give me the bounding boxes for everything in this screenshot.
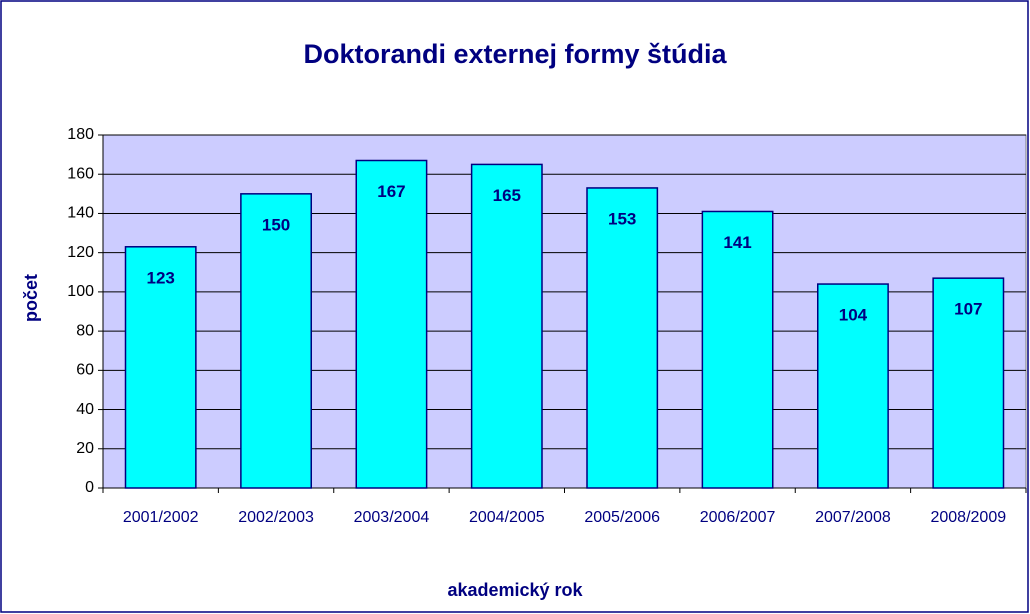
y-tick-label: 180 bbox=[67, 126, 94, 143]
data-label: 150 bbox=[262, 215, 290, 234]
y-tick-label: 0 bbox=[85, 479, 94, 496]
y-tick-label: 60 bbox=[76, 362, 94, 379]
y-tick-label: 100 bbox=[67, 283, 94, 300]
data-label: 153 bbox=[608, 209, 636, 228]
chart-title: Doktorandi externej formy štúdia bbox=[303, 39, 727, 69]
y-axis-title: počet bbox=[21, 274, 41, 322]
x-tick-label: 2005/2006 bbox=[584, 509, 660, 526]
data-label: 141 bbox=[723, 233, 751, 252]
bar bbox=[701, 210, 774, 489]
y-tick-label: 140 bbox=[67, 205, 94, 222]
x-tick-label: 2008/2009 bbox=[930, 509, 1006, 526]
x-tick-label: 2006/2007 bbox=[700, 509, 776, 526]
y-tick-label: 40 bbox=[76, 401, 94, 418]
data-label: 165 bbox=[493, 186, 521, 205]
bar bbox=[470, 163, 543, 489]
y-tick-label: 20 bbox=[76, 440, 94, 457]
bar bbox=[816, 283, 889, 489]
x-axis-title: akademický rok bbox=[447, 580, 583, 600]
bar bbox=[932, 277, 1005, 489]
data-label: 104 bbox=[839, 306, 868, 325]
data-label: 167 bbox=[377, 182, 405, 201]
bar bbox=[355, 159, 428, 489]
bar bbox=[240, 193, 313, 489]
x-tick-label: 2001/2002 bbox=[123, 509, 199, 526]
data-label: 123 bbox=[147, 268, 175, 287]
y-tick-label: 80 bbox=[76, 322, 94, 339]
x-tick-label: 2007/2008 bbox=[815, 509, 891, 526]
x-tick-label: 2002/2003 bbox=[238, 509, 314, 526]
y-tick-label: 160 bbox=[67, 165, 94, 182]
bar bbox=[124, 246, 197, 489]
x-tick-label: 2004/2005 bbox=[469, 509, 545, 526]
x-tick-label: 2003/2004 bbox=[354, 509, 430, 526]
y-tick-label: 120 bbox=[67, 244, 94, 261]
data-label: 107 bbox=[954, 300, 982, 319]
bar bbox=[586, 187, 659, 489]
